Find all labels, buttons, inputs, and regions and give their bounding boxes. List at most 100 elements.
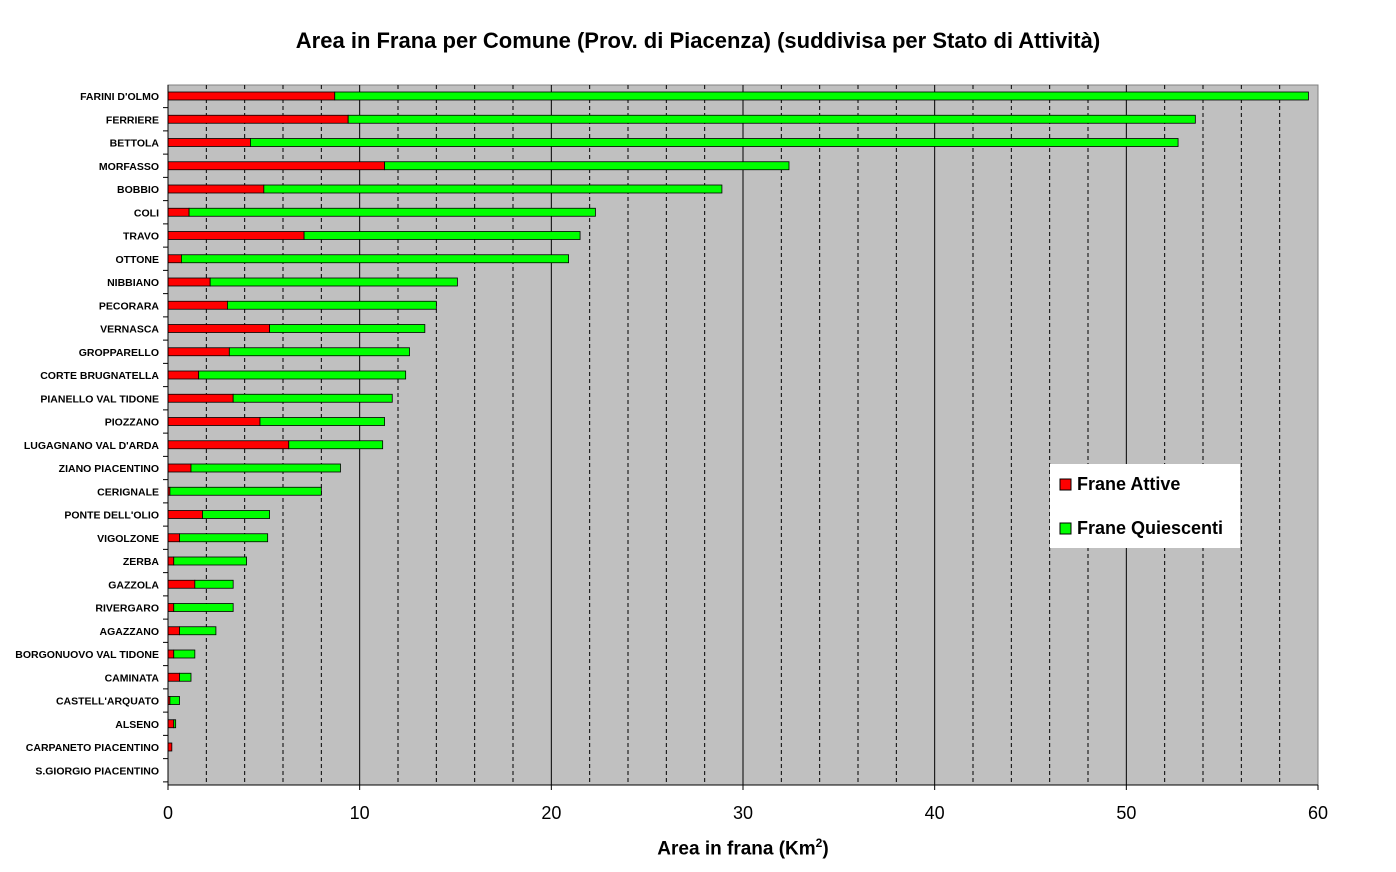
bar-frane-quiescenti [169,486,322,496]
category-label: MORFASSO [99,161,159,173]
bar-frane-attive [167,254,182,264]
category-label: RIVERGARO [95,603,159,615]
x-axis: 0 10 20 30 40 50 60 [163,85,1328,823]
chart-title: Area in Frana per Comune (Prov. di Piace… [295,28,1101,53]
gridlines [205,85,1281,785]
category-label: FARINI D'OLMO [80,91,159,103]
category-label: CAMINATA [105,672,160,684]
legend-label: Frane Quiescenti [1077,518,1223,538]
legend-box [1050,464,1240,548]
bar-frane-quiescenti [263,184,723,194]
bar-frane-attive [167,300,228,310]
bar-frane-quiescenti [259,417,385,426]
x-tick-label: 20 [541,803,561,823]
category-label: BOBBIO [117,184,159,196]
category-label: CORTE BRUGNATELLA [40,370,159,382]
bar-frane-quiescenti [179,626,217,636]
bar-frane-quiescenti [173,603,234,612]
bars [167,91,1309,752]
bar-frane-attive [167,207,190,217]
x-tick-label: 50 [1116,803,1136,823]
bar-frane-quiescenti [190,463,341,473]
bar-frane-attive [167,347,230,357]
bar-frane-attive [167,579,196,589]
bar-frane-attive [167,626,180,636]
bar-frane-attive [167,370,200,380]
bar-frane-quiescenti [227,300,437,310]
category-label: GROPPARELLO [79,347,159,359]
bar-frane-attive [167,649,175,659]
bar-frane-quiescenti [181,254,569,264]
category-label: BORGONUOVO VAL TIDONE [15,649,159,661]
x-tick-label: 60 [1308,803,1328,823]
bar-frane-quiescenti [173,719,177,729]
bar-frane-quiescenti [232,393,393,403]
bar-frane-quiescenti [228,347,410,357]
category-label: VERNASCA [100,324,159,336]
category-label: VIGOLZONE [97,533,159,545]
bar-frane-quiescenti [209,277,458,287]
bar-frane-attive [167,324,270,333]
legend: Frane Attive Frane Quiescenti [1050,464,1240,548]
bar-frane-attive [167,672,180,682]
category-label: S.GIORGIO PIACENTINO [35,765,159,777]
bar-frane-quiescenti [269,324,426,333]
bar-frane-attive [167,184,265,194]
category-label: PECORARA [99,300,160,312]
bar-frane-attive [167,510,203,519]
bar-frane-quiescenti [198,370,407,380]
bar-frane-quiescenti [179,672,192,682]
bar-frane-quiescenti [173,556,247,566]
bar-frane-attive [167,417,261,426]
category-label: BETTOLA [110,138,160,150]
bar-frane-quiescenti [303,231,581,240]
bar-frane-quiescenti [334,91,1309,101]
bar-frane-attive [167,231,305,240]
bar-frane-attive [167,393,234,403]
legend-swatch [1059,478,1072,491]
category-label: TRAVO [123,231,159,243]
category-label: PIOZZANO [105,417,159,429]
category-label: COLI [134,207,159,219]
bar-frane-quiescenti [169,696,180,705]
legend-label: Frane Attive [1077,474,1180,494]
category-label: CERIGNALE [97,486,159,498]
category-label: OTTONE [115,254,159,266]
bar-frane-attive [167,440,290,450]
bar-frane-attive [167,161,385,171]
category-label: LUGAGNANO VAL D'ARDA [24,440,160,452]
bar-frane-attive [167,719,175,729]
bar-frane-attive [167,138,251,147]
bar-frane-attive [167,114,349,124]
category-label: GAZZOLA [108,579,159,591]
category-label: AGAZZANO [100,626,160,638]
bar-frane-attive [167,556,175,566]
category-label: FERRIERE [106,114,159,126]
bar-frane-quiescenti [179,533,269,543]
bar-frane-attive [167,91,336,101]
category-label: ZERBA [123,556,160,568]
bar-frane-quiescenti [347,114,1196,124]
category-label: PONTE DELL'OLIO [64,510,159,522]
bar-frane-attive [167,603,175,612]
category-label: CASTELL'ARQUATO [56,696,159,708]
category-label: ZIANO PIACENTINO [59,463,159,475]
x-tick-label: 30 [733,803,753,823]
bar-frane-quiescenti [384,161,790,171]
category-label: CARPANETO PIACENTINO [26,742,159,754]
bar-frane-quiescenti [288,440,384,450]
bar-frane-quiescenti [202,510,270,519]
bar-frane-attive [167,277,211,287]
bar-frane-attive [167,742,173,752]
bar-frane-quiescenti [188,207,596,217]
category-label: NIBBIANO [107,277,159,289]
x-axis-label: Area in frana (Km2) [657,836,829,860]
bar-frane-quiescenti [250,138,1179,147]
x-tick-label: 10 [350,803,370,823]
x-tick-label: 40 [925,803,945,823]
category-label: PIANELLO VAL TIDONE [40,393,159,405]
bar-frane-quiescenti [173,649,196,659]
bar-frane-attive [167,533,180,543]
bar-frane-attive [167,463,192,473]
